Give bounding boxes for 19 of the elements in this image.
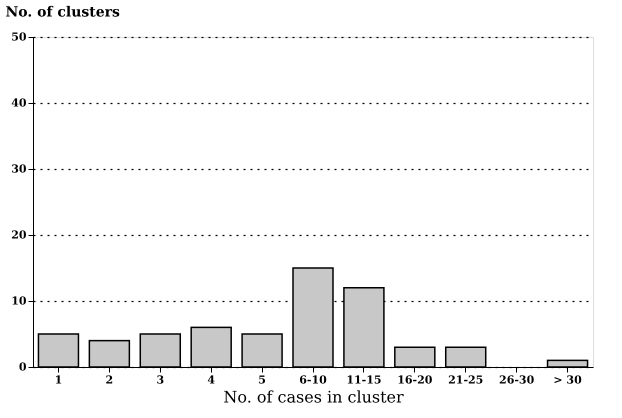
x-tick-label: 11-15 [346,374,382,386]
x-tick-label: 2 [106,374,114,386]
x-axis-title: No. of cases in cluster [223,388,404,406]
y-tick-label: 10 [11,294,27,308]
x-tick-label: 21-25 [448,374,484,386]
y-tick-label: 40 [11,96,27,110]
x-tick-label: 4 [207,374,216,386]
y-tick-label: 0 [18,360,27,374]
y-tick-label: 20 [11,228,27,242]
y-tick-label: 50 [11,30,27,44]
x-tick-label: 6-10 [299,374,328,386]
y-tick-label: 30 [11,162,27,176]
x-tick-label: 26-30 [499,374,535,386]
x-tick-label: 3 [156,374,164,386]
x-tick-label: 16-20 [397,374,433,386]
y-axis-title: No. of clusters [6,4,120,20]
x-tick-label: 1 [54,374,62,386]
x-tick-label: 5 [258,374,266,386]
x-tick-label: > 30 [553,374,582,386]
